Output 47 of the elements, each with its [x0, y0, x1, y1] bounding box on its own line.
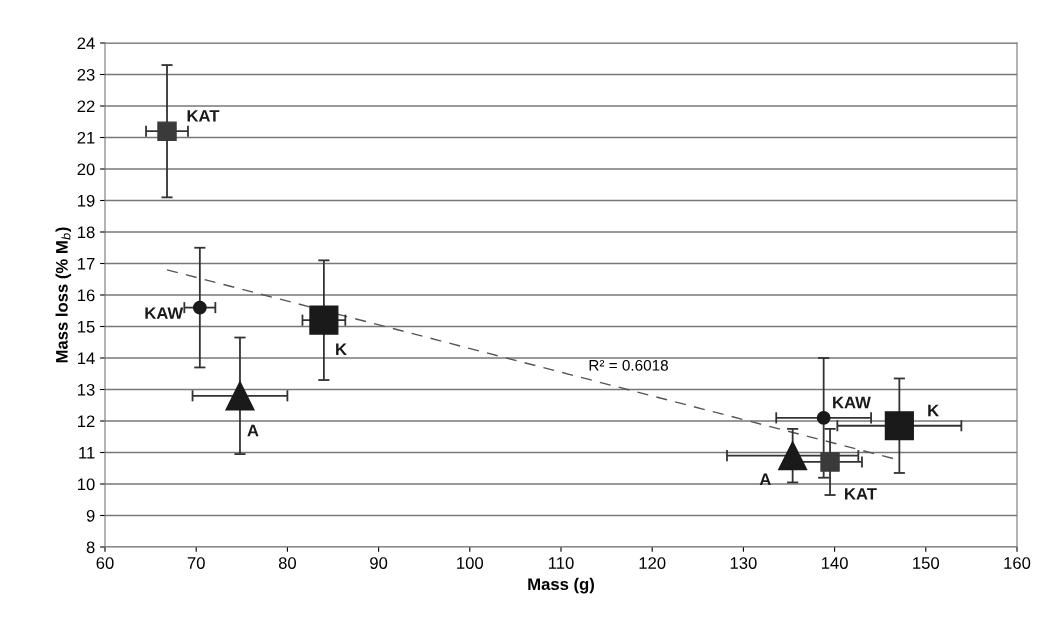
y-tick-label: 13 — [78, 383, 95, 396]
x-tick-label: 150 — [913, 557, 940, 569]
x-tick-label: 100 — [457, 557, 484, 569]
text: K — [928, 404, 940, 417]
y-tick-label: 23 — [77, 68, 95, 81]
y-tick-label: 10 — [78, 478, 95, 491]
annotation: R² = 0.6018 — [589, 359, 668, 371]
series-label: A — [759, 473, 771, 485]
x-axis-title: Mass (g) — [528, 577, 594, 594]
x-tick-label: 120 — [639, 557, 666, 569]
x-tick-label: 90 — [370, 557, 388, 569]
point — [192, 300, 207, 315]
x-tick-label: 160 — [1004, 557, 1031, 569]
x-tick-label: 140 — [821, 557, 848, 569]
text: A — [247, 424, 259, 437]
series-label: KAT — [187, 110, 220, 122]
x-tick-label: 110 — [548, 557, 574, 569]
series-label: KAW — [833, 396, 871, 409]
y-tick-label: 17 — [78, 258, 95, 270]
y-tick-label: 19 — [78, 194, 95, 207]
series-label: K — [336, 343, 347, 356]
x-tick-label: 70 — [187, 557, 205, 569]
y-tick-label: 9 — [86, 509, 95, 522]
x-tick-label: 130 — [730, 557, 757, 569]
y-axis-title: Mass loss (% M$_{b}$) — [55, 227, 72, 363]
y-tick-label: 12 — [78, 415, 95, 428]
point — [225, 381, 255, 411]
y-tick-label: 22 — [77, 100, 95, 113]
y-tick-label: 18 — [78, 226, 95, 239]
y-tick-label: 16 — [78, 289, 95, 302]
point — [884, 411, 914, 441]
x-tick-label: 80 — [278, 557, 297, 569]
point — [778, 441, 808, 471]
y-tick-label: 14 — [78, 352, 95, 365]
y-tick-label: 20 — [77, 163, 95, 176]
y-tick-label: 8 — [86, 541, 95, 554]
point — [820, 452, 840, 472]
y-tick-label: 15 — [78, 321, 95, 333]
y-tick-label: 11 — [79, 447, 95, 459]
text: KAT — [845, 488, 877, 500]
x-tick-label: 60 — [96, 557, 114, 569]
point — [816, 410, 831, 425]
y-tick-label: 21 — [77, 131, 95, 144]
point — [309, 305, 339, 335]
point — [157, 121, 177, 141]
text: KAW — [145, 307, 184, 319]
y-tick-label: 24 — [77, 37, 95, 50]
